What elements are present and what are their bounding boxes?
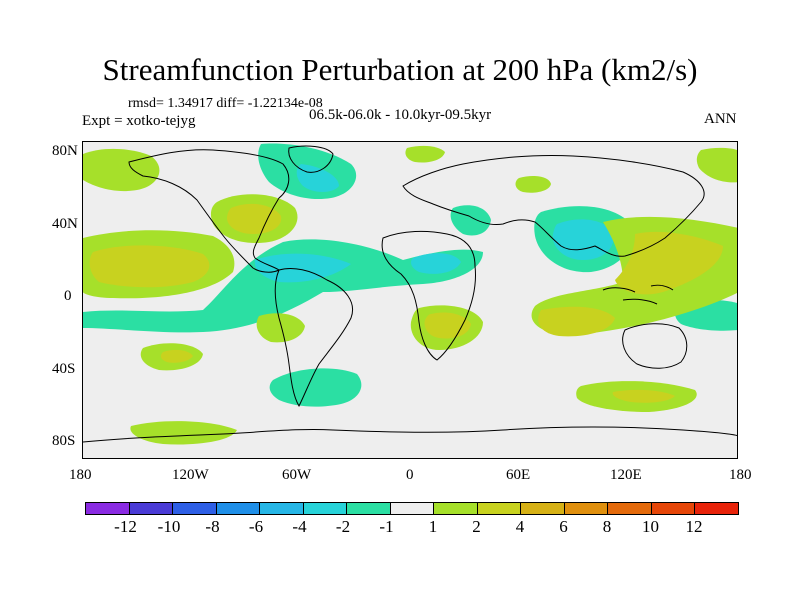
positive-region-indian-south: [538, 306, 615, 337]
colorbar-swatch: [563, 502, 608, 515]
coast-indonesia: [602, 284, 674, 305]
colorbar-label: -1: [379, 517, 394, 536]
x-tick-label: 180: [69, 467, 92, 483]
colorbar-label: -2: [335, 517, 351, 536]
positive-region-siberia: [515, 176, 551, 193]
colorbar-label: 12: [685, 517, 703, 536]
colorbar-swatch: [215, 502, 260, 515]
x-tick-label: 60W: [282, 467, 312, 483]
colorbar-label: -12: [114, 517, 137, 536]
negative-region-indian-core: [552, 219, 614, 260]
colorbar-label: 2: [472, 517, 481, 536]
period-label: 06.5k-06.0k - 10.0kyr-09.5kyr: [309, 107, 492, 123]
season-label: ANN: [704, 111, 737, 127]
positive-region-southamerica: [256, 313, 305, 343]
positive-region-namerica-core: [227, 203, 282, 234]
y-tick-label: 40S: [52, 361, 76, 377]
coast-greenland: [288, 145, 334, 173]
experiment-label: Expt = xotko-tejyg: [82, 113, 196, 129]
colorbar-swatch: [346, 502, 391, 515]
colorbar-swatch: [259, 502, 304, 515]
colorbar-swatch: [433, 502, 478, 515]
colorbar-label: 10: [642, 517, 659, 536]
negative-region-tropics-core: [254, 253, 351, 283]
colorbar: [85, 502, 739, 515]
colorbar-swatch: [607, 502, 652, 515]
coast-north-america: [128, 149, 290, 273]
coast-antarctica: [83, 426, 737, 443]
colorbar-swatch: [694, 502, 739, 515]
negative-region-south-pacific: [269, 368, 362, 407]
negative-region-northatlantic-core: [296, 164, 339, 192]
coast-africa: [381, 230, 476, 361]
x-tick-label: 120W: [172, 467, 209, 483]
colorbar-swatch: [520, 502, 565, 515]
colorbar-swatch: [172, 502, 217, 515]
y-tick-label: 40N: [52, 216, 78, 232]
x-tick-label: 180: [729, 467, 752, 483]
positive-region-antarctic-indian-core: [612, 389, 675, 403]
y-tick-label: 80S: [52, 433, 76, 449]
colorbar-label: -10: [157, 517, 181, 536]
map-svg: [83, 142, 737, 458]
coast-australia: [622, 323, 688, 369]
positive-region-north-pacific: [696, 147, 737, 183]
negative-region-atlantic-core: [411, 253, 461, 274]
positive-region-pacific-tropical-core: [89, 245, 210, 288]
colorbar-label: 4: [515, 517, 525, 536]
coast-eurasia: [402, 154, 705, 257]
x-tick-label: 60E: [506, 467, 531, 483]
colorbar-label: 6: [559, 517, 568, 536]
colorbar-swatch: [128, 502, 173, 515]
positive-region-southpacific-core: [160, 349, 193, 363]
stats-text: rmsd= 1.34917 diff= -1.22134e-08: [128, 96, 323, 111]
y-tick-label: 0: [64, 288, 72, 304]
y-tick-label: 80N: [52, 143, 78, 159]
coastlines: [83, 145, 737, 443]
colorbar-label: 8: [602, 517, 612, 536]
colorbar-label: -4: [292, 517, 307, 536]
colorbar-swatch: [389, 502, 434, 515]
colorbar-swatch: [85, 502, 130, 515]
colorbar-label: -6: [248, 517, 264, 536]
coast-south-america: [274, 267, 353, 408]
positive-region-north-eurasia: [405, 145, 445, 163]
colorbar-label: -8: [205, 517, 220, 536]
positive-region-pacific-north: [83, 148, 160, 192]
negative-region-mideast: [450, 205, 491, 236]
x-tick-label: 0: [406, 467, 414, 483]
x-tick-label: 120E: [610, 467, 642, 483]
negative-region-tropics: [83, 239, 483, 333]
colorbar-swatch: [476, 502, 521, 515]
plot-title: Streamfunction Perturbation at 200 hPa (…: [102, 52, 698, 87]
positive-region-westpacific-core: [615, 231, 723, 295]
map-panel: [82, 141, 738, 459]
colorbar-label: 1: [428, 517, 438, 536]
colorbar-swatch: [302, 502, 347, 515]
colorbar-swatch: [650, 502, 695, 515]
positive-region-antarctic-pacific: [130, 421, 237, 445]
positive-region-southatlantic-core: [424, 312, 471, 339]
